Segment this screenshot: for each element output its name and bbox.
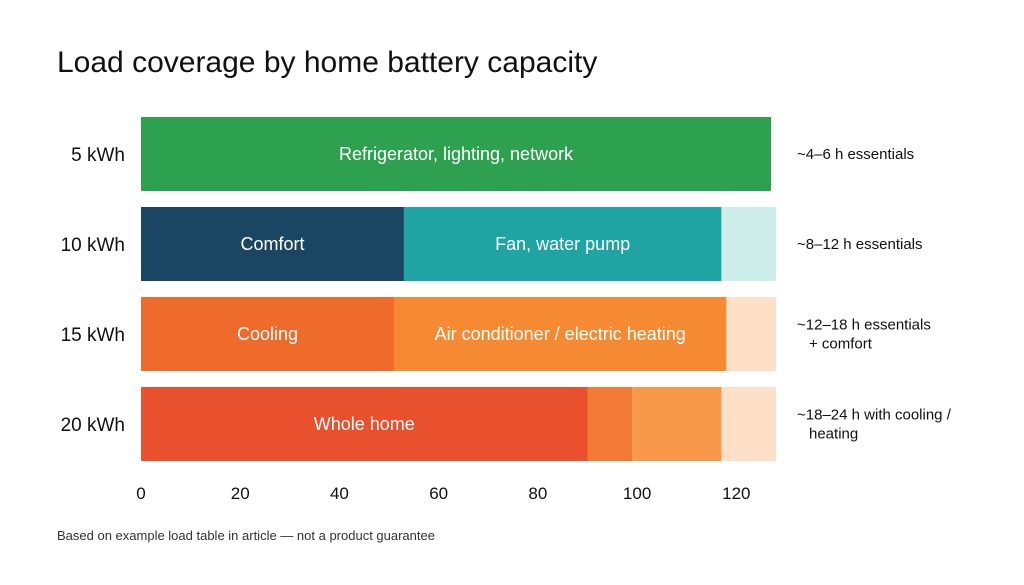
bar-segment: [141, 297, 395, 371]
chart-title: Load coverage by home battery capacity: [57, 46, 597, 79]
bar-annotation: ~18–24 h with cooling /: [797, 407, 952, 424]
bar-segment: [721, 207, 776, 281]
bar-segment: [141, 117, 772, 191]
chart-footnote: Based on example load table in article —…: [57, 528, 435, 543]
segment-label: Cooling: [237, 324, 298, 344]
x-tick-label: 40: [330, 484, 349, 503]
category-label: 15 kWh: [61, 325, 125, 346]
bar-segment: [587, 387, 633, 461]
x-tick-label: 0: [136, 484, 145, 503]
bar-annotation: + comfort: [809, 336, 873, 353]
bar-segment: [403, 207, 722, 281]
x-tick-label: 60: [429, 484, 448, 503]
segment-label: Air conditioner / electric heating: [435, 324, 686, 344]
x-tick-label: 80: [528, 484, 547, 503]
bar-segment: [632, 387, 722, 461]
segment-label: Comfort: [240, 234, 304, 254]
bar-segment: [726, 297, 776, 371]
bar-annotation: ~8–12 h essentials: [797, 236, 923, 253]
bar-segment: [394, 297, 727, 371]
bar-group: 15 kWh Cooling Air conditioner / electric …: [61, 297, 931, 371]
category-label: 20 kWh: [61, 415, 125, 436]
bar-group: 5 kWh Refrigerator, lighting, network ~4–6…: [71, 117, 914, 191]
category-label: 5 kWh: [71, 145, 125, 166]
segment-label: Refrigerator, lighting, network: [339, 144, 574, 164]
bar-group: 20 kWh Whole home ~18–24 h with cooling / h…: [61, 387, 952, 461]
segment-label: Fan, water pump: [495, 234, 630, 254]
bar-annotation: heating: [809, 426, 858, 443]
bar-group: 10 kWh Comfort Fan, water pump ~8–12 h esse…: [61, 207, 923, 281]
x-tick-label: 100: [623, 484, 651, 503]
x-tick-label: 20: [231, 484, 250, 503]
bar-annotation: ~12–18 h essentials: [797, 317, 931, 334]
category-label: 10 kWh: [61, 235, 125, 256]
bars-layer: 5 kWh Refrigerator, lighting, network ~4–6…: [61, 117, 952, 461]
segment-label: Whole home: [314, 414, 415, 434]
bar-segment: [141, 387, 588, 461]
x-tick-label: 120: [722, 484, 750, 503]
x-axis: 0 20 40 60 80 100 120: [136, 484, 750, 503]
bar-segment: [721, 387, 776, 461]
bar-annotation: ~4–6 h essentials: [797, 146, 914, 163]
bar-segment: [141, 207, 404, 281]
